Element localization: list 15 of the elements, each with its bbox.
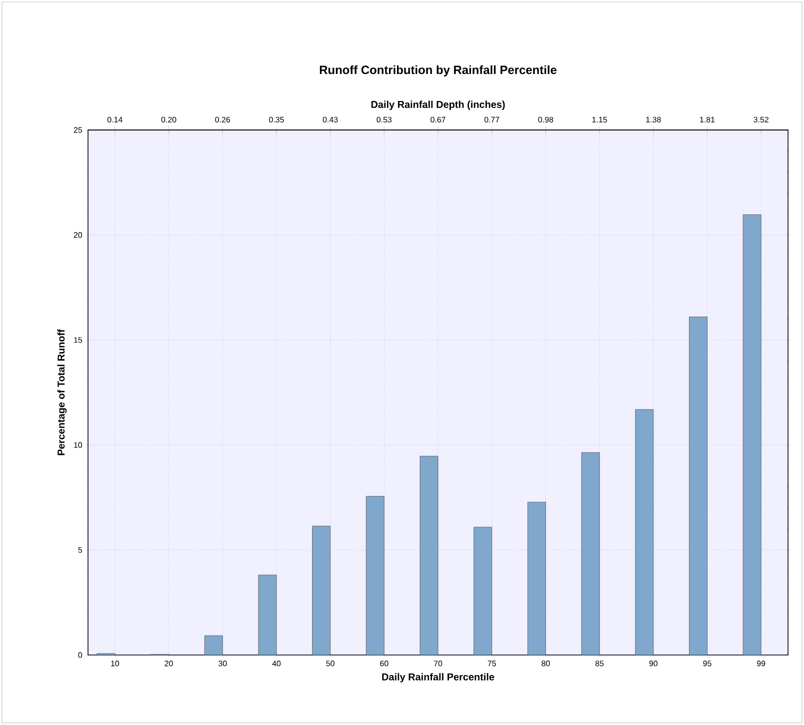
x2-axis-title: Daily Rainfall Depth (inches) — [371, 100, 505, 110]
x-axis-title: Daily Rainfall Percentile — [382, 673, 494, 682]
chart-title: Runoff Contribution by Rainfall Percentile — [320, 65, 556, 76]
bar — [258, 574, 277, 655]
bar — [366, 496, 384, 655]
bar — [742, 214, 762, 655]
bar — [204, 635, 223, 655]
bar — [528, 502, 546, 655]
bar — [474, 526, 492, 655]
bar — [420, 456, 438, 655]
bar — [312, 526, 331, 655]
bar — [581, 452, 600, 655]
bar — [689, 316, 708, 655]
bar — [635, 409, 654, 655]
y-axis-title: Percentage of Total Runoff — [57, 329, 67, 456]
